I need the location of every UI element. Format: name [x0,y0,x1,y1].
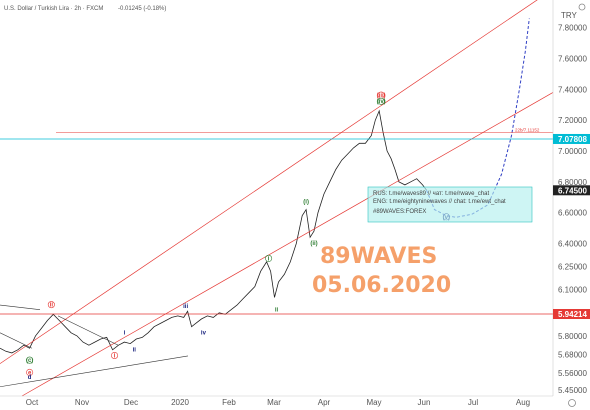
wave-circle-5 [26,368,34,376]
x-tick-7: May [366,398,381,407]
wedge-line-4 [57,315,119,346]
x-tick-6: Apr [318,398,331,407]
note-line-3: #89WAVES:FOREX [373,209,426,215]
wave-label-10: ii [275,307,279,313]
note-line-1: RUS: t.me/waves89 // чат: t.me/rwave_cha… [373,191,489,197]
wedge-line-1 [0,304,41,311]
x-axis: Oct Nov Dec 2020 Feb Mar Apr May Jun Jul Aug [0,395,576,407]
watermark-date: 05.06.2020 [312,273,451,298]
y-tick-7: 6.40000 [558,239,587,248]
wave-circle-1 [111,351,119,359]
y-tick-5: 6.80000 [558,178,587,187]
x-tick-0: Oct [26,398,39,407]
plot-area [0,18,530,354]
y-tick-0: 7.80000 [558,24,587,33]
x-tick-3: 2020 [171,398,189,407]
series-1-projection [426,18,530,218]
y-tick-9: 6.10000 [558,286,587,295]
wave-label-12: (ii) [310,241,317,247]
wave-circle-0 [47,301,55,309]
settings-icon[interactable] [578,3,586,11]
target-label: 22b/7.11152 [515,128,540,133]
timezone-icon[interactable] [568,399,576,407]
note-box [367,186,533,223]
y-tick-8: 6.25000 [558,263,587,272]
wave-label-7: iii [183,304,188,310]
y-tick-12: 5.68000 [558,350,587,359]
wave-circle-4 [26,356,34,364]
wedge-line-2 [0,355,189,388]
wave-label-6: d [28,375,32,381]
wave-label-11: (i) [303,199,309,205]
wave-label-3: ii [133,347,137,353]
wave-label-2: i [124,330,126,336]
watermark-title: 89WAVES [320,244,437,269]
price-tag-bg-2 [553,309,590,320]
overlays: 22b/7.11152iiiiii(c)ediiiiviii(i)(ii)(ii… [0,0,554,397]
y-tick-13: 5.56000 [558,369,587,378]
price-tag-bg-0 [553,133,590,144]
y-tick-6: 6.60000 [558,209,587,218]
x-tick-10: Aug [516,398,530,407]
currency-label: TRY [561,11,578,20]
y-axis: 7.80000 7.60000 7.40000 7.20000 7.00000 6.800… [552,0,590,396]
price-tag-2: 5.94214 [558,310,587,319]
wave-label-1: i [114,353,116,359]
wedge-line-3 [0,332,33,349]
wave-label-5: e [28,370,32,376]
y-tick-2: 7.40000 [558,85,587,94]
x-tick-1: Nov [75,398,89,407]
note-line-2: ENG: t.me/eightyninewaves // chat: t.me/… [373,199,506,205]
y-tick-4: 7.00000 [558,147,587,156]
price-tag-1: 6.74500 [558,186,587,195]
y-tick-3: 7.20000 [558,116,587,125]
price-tag-0: 7.07808 [558,135,587,144]
channel-upper-line [0,0,538,364]
channel-lower-line [21,92,554,397]
x-tick-9: Jul [468,398,478,407]
x-tick-4: Feb [222,398,236,407]
x-tick-5: Mar [267,398,281,407]
x-tick-8: Jun [418,398,431,407]
price-change: -0.01245 (-0.18%) [118,6,166,12]
symbol-label: U.S. Dollar / Turkish Lira · 2h · FXCM [4,6,103,12]
y-tick-1: 7.60000 [558,55,587,64]
price-tag-bg-1 [553,185,590,196]
wave-label-0: ii [50,303,54,309]
x-tick-2: Dec [124,398,138,407]
wave-label-8: iv [201,330,207,336]
wave-circle-14 [377,97,385,105]
wave-label-14: (iv) [377,99,386,105]
wave-label-9: i [268,256,270,262]
y-tick-11: 5.80000 [558,332,587,341]
y-tick-14: 5.45000 [558,386,587,395]
wave-label-13: (iii) [377,93,386,99]
wave-label-4: (c) [26,358,33,364]
series-0-price [0,109,427,354]
wave-circle-9 [265,254,273,262]
